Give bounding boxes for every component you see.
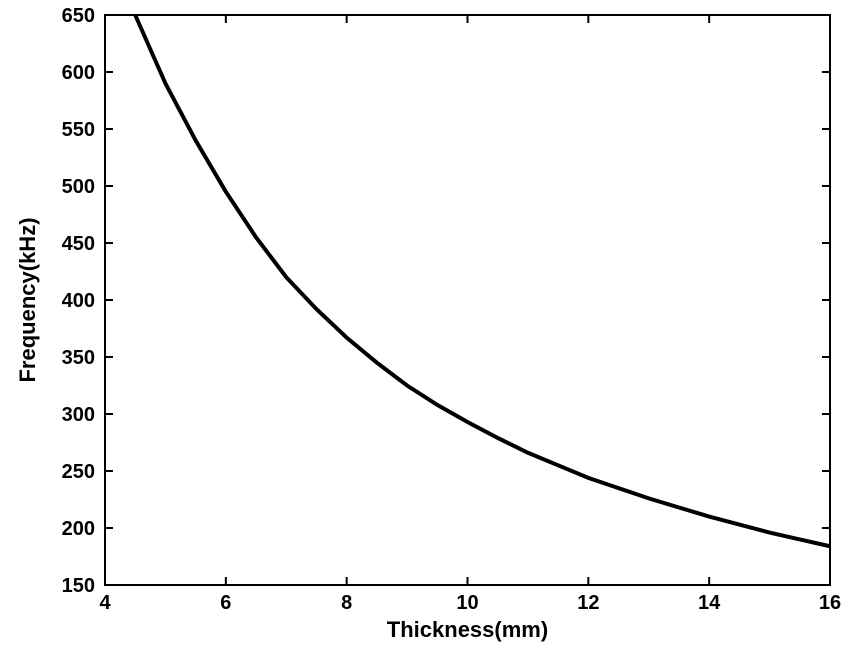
x-tick-label: 10 (456, 592, 478, 614)
plot-box (105, 15, 830, 585)
x-axis-label: Thickness(mm) (387, 617, 548, 642)
y-tick-label: 450 (62, 233, 95, 255)
y-tick-label: 400 (62, 290, 95, 312)
y-axis-label: Frequency(kHz) (15, 217, 40, 382)
y-tick-label: 650 (62, 5, 95, 27)
chart-container: 4 6 8 10 12 14 16 150 200 250 300 350 400 450 500 550 60… (0, 0, 852, 655)
x-tick-label: 4 (99, 592, 111, 614)
x-tick-label: 14 (698, 592, 721, 614)
x-tick-label: 12 (577, 592, 599, 614)
y-tick-label: 550 (62, 119, 95, 141)
x-tick-label: 8 (341, 592, 352, 614)
line-chart: 4 6 8 10 12 14 16 150 200 250 300 350 400 450 500 550 60… (0, 0, 852, 655)
curve-frequency-vs-thickness (135, 15, 830, 546)
x-tick-label: 6 (220, 592, 231, 614)
y-tick-label: 500 (62, 176, 95, 198)
x-tick-label: 16 (819, 592, 841, 614)
y-tick-label: 350 (62, 347, 95, 369)
y-tick-label: 300 (62, 404, 95, 426)
y-tick-label: 150 (62, 575, 95, 597)
y-tick-label: 200 (62, 518, 95, 540)
y-tick-label: 600 (62, 62, 95, 84)
y-tick-label: 250 (62, 461, 95, 483)
